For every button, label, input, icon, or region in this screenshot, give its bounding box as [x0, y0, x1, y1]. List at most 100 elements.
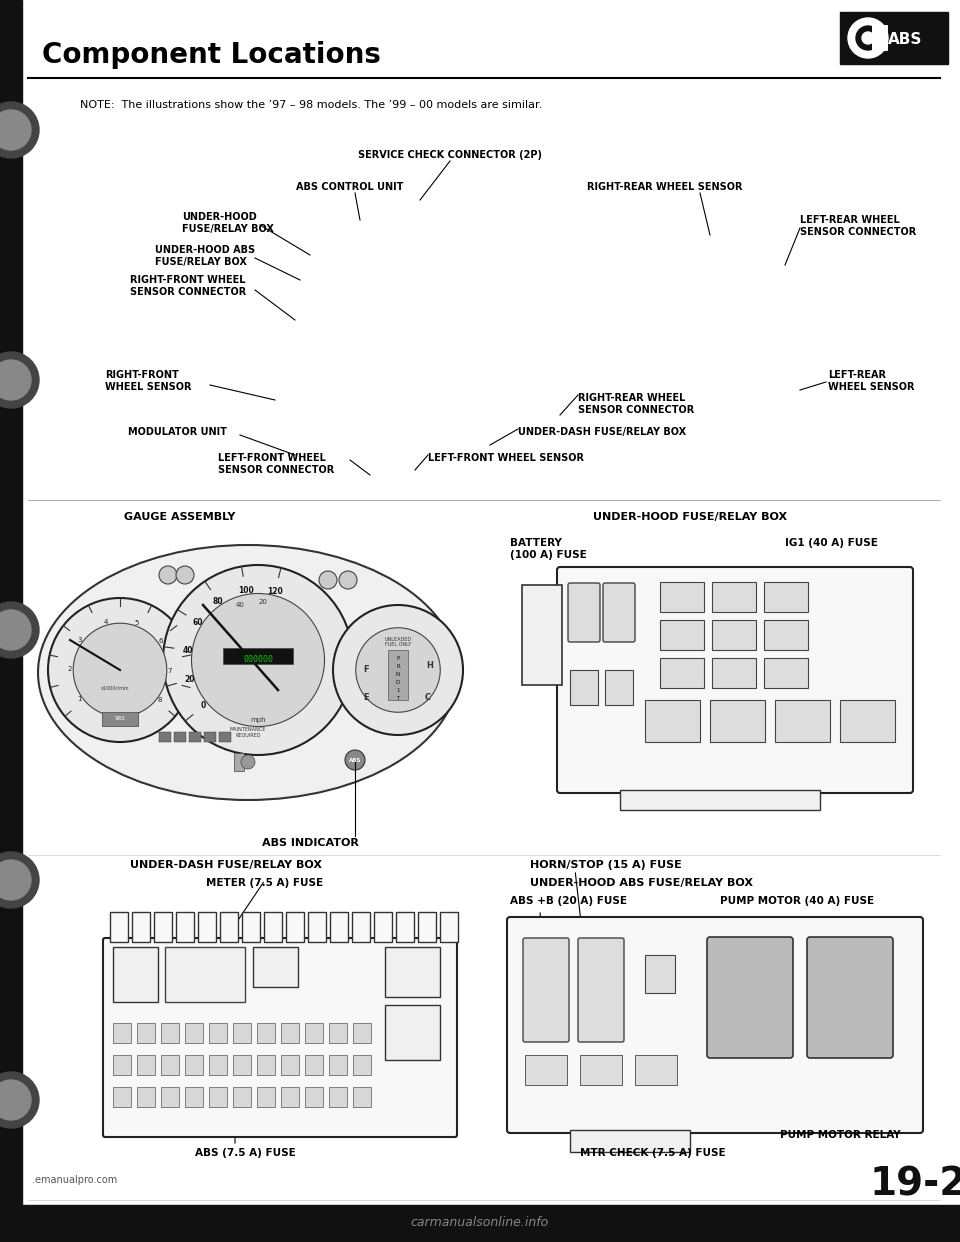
Bar: [329, 1054, 347, 1076]
Text: mph: mph: [251, 717, 266, 723]
Bar: [185, 1023, 203, 1043]
Text: 7: 7: [168, 668, 172, 674]
Text: SERVICE CHECK CONNECTOR (2P): SERVICE CHECK CONNECTOR (2P): [358, 150, 542, 160]
Bar: [185, 1054, 203, 1076]
Bar: [645, 700, 700, 741]
Bar: [620, 790, 820, 810]
FancyBboxPatch shape: [557, 568, 913, 792]
Text: 19-27: 19-27: [870, 1166, 960, 1203]
Bar: [242, 912, 260, 941]
Text: 4: 4: [103, 620, 108, 625]
Bar: [396, 912, 414, 941]
Bar: [840, 700, 895, 741]
Bar: [234, 753, 244, 771]
Bar: [189, 732, 201, 741]
Text: 000000: 000000: [243, 656, 273, 664]
Text: 80: 80: [213, 596, 224, 606]
Bar: [209, 1087, 227, 1107]
Text: N: N: [396, 672, 400, 677]
Text: 120: 120: [267, 586, 283, 596]
Bar: [137, 1054, 155, 1076]
Bar: [113, 1023, 131, 1043]
Text: .emanualpro.com: .emanualpro.com: [32, 1175, 117, 1185]
Circle shape: [0, 102, 39, 158]
Circle shape: [333, 605, 463, 735]
Bar: [219, 732, 231, 741]
Bar: [281, 1023, 299, 1043]
Bar: [113, 1054, 131, 1076]
FancyBboxPatch shape: [872, 25, 888, 51]
FancyBboxPatch shape: [568, 582, 600, 642]
Bar: [257, 1023, 275, 1043]
Text: MTR CHECK (7.5 A) FUSE: MTR CHECK (7.5 A) FUSE: [580, 1148, 726, 1158]
Bar: [204, 732, 216, 741]
Bar: [165, 946, 245, 1002]
Bar: [712, 582, 756, 612]
Text: F: F: [363, 666, 369, 674]
Bar: [418, 912, 436, 941]
Bar: [209, 1054, 227, 1076]
Bar: [660, 620, 704, 650]
Text: UNDER-HOOD FUSE/RELAY BOX: UNDER-HOOD FUSE/RELAY BOX: [593, 512, 787, 522]
Bar: [710, 700, 765, 741]
Text: MAINTENANCE
REQUIRED: MAINTENANCE REQUIRED: [229, 727, 266, 738]
Text: PUMP MOTOR RELAY: PUMP MOTOR RELAY: [780, 1130, 900, 1140]
Ellipse shape: [38, 545, 458, 800]
Text: RIGHT-REAR WHEEL
SENSOR CONNECTOR: RIGHT-REAR WHEEL SENSOR CONNECTOR: [578, 392, 694, 415]
Bar: [257, 1054, 275, 1076]
Bar: [253, 946, 298, 987]
Bar: [635, 1054, 677, 1086]
Bar: [0, 1205, 960, 1242]
Bar: [353, 1054, 371, 1076]
Text: 60: 60: [193, 617, 203, 627]
Text: LEFT-FRONT WHEEL
SENSOR CONNECTOR: LEFT-FRONT WHEEL SENSOR CONNECTOR: [218, 453, 334, 474]
Text: RIGHT-FRONT WHEEL
SENSOR CONNECTOR: RIGHT-FRONT WHEEL SENSOR CONNECTOR: [130, 274, 247, 297]
Circle shape: [862, 32, 874, 43]
Bar: [522, 585, 562, 686]
Text: 20: 20: [258, 599, 268, 605]
Text: 3: 3: [78, 637, 83, 643]
Text: 20: 20: [184, 676, 195, 684]
Bar: [305, 1023, 323, 1043]
Bar: [775, 700, 830, 741]
Text: 1: 1: [396, 688, 399, 693]
Bar: [0, 0, 22, 1242]
Bar: [645, 955, 675, 994]
Bar: [132, 912, 150, 941]
Text: RIGHT-FRONT
WHEEL SENSOR: RIGHT-FRONT WHEEL SENSOR: [105, 370, 191, 391]
Bar: [185, 1087, 203, 1107]
Bar: [110, 912, 128, 941]
Bar: [305, 1054, 323, 1076]
Bar: [374, 912, 392, 941]
FancyBboxPatch shape: [507, 917, 923, 1133]
Bar: [329, 1023, 347, 1043]
FancyBboxPatch shape: [707, 936, 793, 1058]
Circle shape: [0, 610, 31, 650]
Text: 5: 5: [134, 620, 138, 626]
Bar: [233, 1054, 251, 1076]
Text: T: T: [396, 696, 399, 700]
Bar: [281, 1087, 299, 1107]
Bar: [233, 1087, 251, 1107]
Bar: [281, 1054, 299, 1076]
Bar: [329, 1087, 347, 1107]
Text: MODULATOR UNIT: MODULATOR UNIT: [128, 427, 227, 437]
Circle shape: [339, 571, 357, 589]
Text: 100: 100: [238, 585, 253, 595]
Text: ABS +B (20 A) FUSE: ABS +B (20 A) FUSE: [510, 895, 627, 905]
Text: D: D: [396, 679, 400, 684]
Circle shape: [856, 26, 880, 50]
Text: 0: 0: [201, 702, 206, 710]
Bar: [525, 1054, 567, 1086]
Text: UNDER-DASH FUSE/RELAY BOX: UNDER-DASH FUSE/RELAY BOX: [518, 427, 686, 437]
Text: UNDER-HOOD ABS FUSE/RELAY BOX: UNDER-HOOD ABS FUSE/RELAY BOX: [530, 878, 753, 888]
Circle shape: [0, 360, 31, 400]
FancyBboxPatch shape: [578, 938, 624, 1042]
Circle shape: [0, 111, 31, 150]
Bar: [220, 912, 238, 941]
Bar: [154, 912, 172, 941]
Circle shape: [0, 1072, 39, 1128]
Bar: [440, 912, 458, 941]
Bar: [264, 912, 282, 941]
FancyBboxPatch shape: [523, 938, 569, 1042]
